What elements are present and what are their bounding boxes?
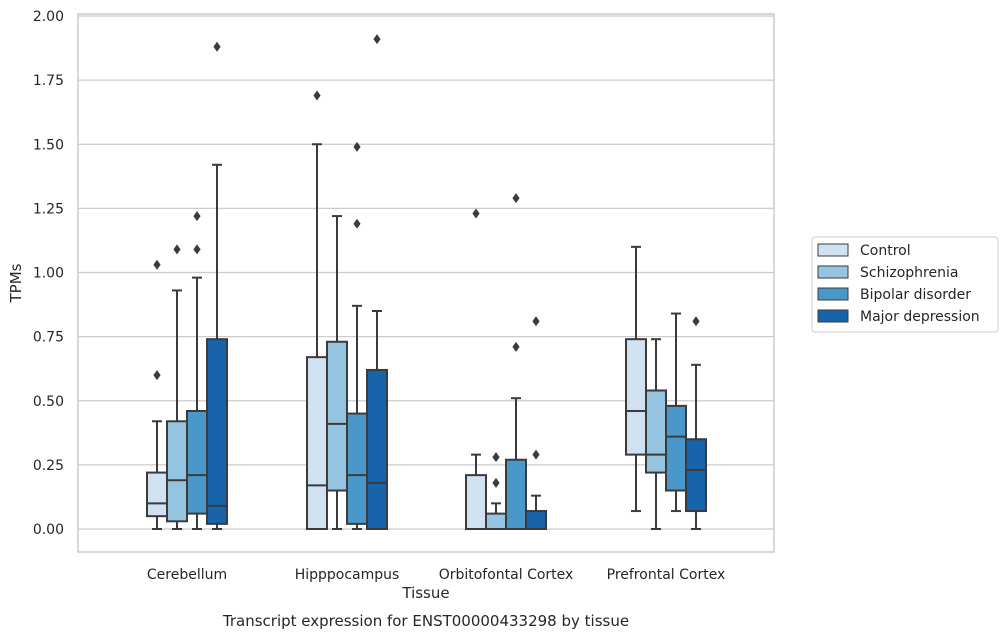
x-tick-label: Hipppocampus (295, 567, 400, 583)
outlier-point (153, 259, 161, 270)
box-iqr (645, 389, 667, 474)
legend-swatch (817, 309, 849, 323)
legend-swatch (817, 243, 849, 257)
legend-swatch (817, 287, 849, 301)
box-iqr (306, 356, 328, 530)
boxes-layer (146, 34, 707, 531)
legend-label: Schizophrenia (860, 265, 958, 281)
box-major-depression (206, 41, 228, 530)
outlier-point (353, 218, 361, 229)
outlier-point (353, 141, 361, 152)
legend-label: Bipolar disorder (860, 287, 971, 303)
box-iqr (485, 512, 507, 530)
outlier-point (472, 208, 480, 219)
box-iqr (346, 412, 368, 525)
y-tick-label: 1.00 (33, 266, 64, 282)
legend-items: Control Schizophrenia Bipolar disorder Majo… (817, 243, 980, 325)
outlier-point (532, 316, 540, 327)
box-iqr (326, 340, 348, 492)
outlier-point (213, 41, 221, 52)
box-major-depression (366, 34, 388, 530)
box-iqr (665, 404, 687, 492)
box-control (146, 259, 168, 530)
box-control (465, 208, 487, 531)
box-iqr (625, 338, 647, 456)
outlier-point (492, 477, 500, 488)
y-tick-label: 1.50 (33, 137, 64, 153)
x-axis-ticks: Cerebellum Hipppocampus Orbitofontal Corte… (147, 567, 725, 583)
outlier-point (512, 341, 520, 352)
box-iqr (685, 438, 707, 513)
box-major-depression (525, 316, 547, 531)
box-iqr (146, 471, 168, 518)
x-tick-label: Orbitofontal Cortex (439, 567, 574, 583)
box-schizophrenia (166, 244, 188, 530)
box-iqr (366, 368, 388, 530)
y-tick-label: 0.50 (33, 394, 64, 410)
outlier-point (532, 449, 540, 460)
outlier-point (193, 211, 201, 222)
plot-area-frame (77, 13, 775, 553)
box-iqr (206, 338, 228, 525)
box-control (625, 245, 647, 513)
y-axis-label: TPMs (7, 263, 25, 303)
y-tick-label: 2.00 (33, 9, 64, 25)
box-bipolar-disorder (505, 193, 527, 530)
y-tick-label: 0.75 (33, 330, 64, 346)
legend-swatch (817, 265, 849, 279)
outlier-point (153, 370, 161, 381)
box-bipolar-disorder (186, 211, 208, 530)
box-major-depression (685, 316, 707, 530)
x-axis-label: Tissue (401, 584, 449, 602)
outlier-point (193, 244, 201, 255)
box-schizophrenia (645, 338, 667, 530)
box-iqr (465, 474, 487, 531)
outlier-point (313, 90, 321, 101)
y-axis-ticks: 0.00 0.25 0.50 0.75 1.00 1.25 1.50 1.75 2.00 (33, 9, 64, 538)
legend-label: Major depression (860, 309, 980, 325)
y-tick-label: 1.25 (33, 201, 64, 217)
outlier-point (692, 316, 700, 327)
chart-caption: Transcript expression for ENST0000043329… (222, 612, 629, 630)
box-iqr (186, 410, 208, 515)
box-iqr (525, 510, 547, 531)
x-tick-label: Prefrontal Cortex (607, 567, 726, 583)
box-schizophrenia (326, 215, 348, 530)
outlier-point (173, 244, 181, 255)
y-tick-label: 0.25 (33, 458, 64, 474)
outlier-point (512, 193, 520, 204)
box-bipolar-disorder (665, 312, 687, 513)
y-tick-label: 1.75 (33, 73, 64, 89)
box-iqr (505, 458, 527, 530)
legend-frame (811, 236, 999, 333)
box-bipolar-disorder (346, 141, 368, 530)
box-control (306, 90, 328, 530)
box-schizophrenia (485, 452, 507, 530)
x-tick-label: Cerebellum (147, 567, 227, 583)
legend: Control Schizophrenia Bipolar disorder Majo… (811, 236, 999, 333)
box-iqr (166, 420, 188, 523)
legend-label: Control (860, 243, 911, 259)
y-tick-label: 0.00 (33, 522, 64, 538)
outlier-point (373, 34, 381, 45)
outlier-point (492, 452, 500, 463)
